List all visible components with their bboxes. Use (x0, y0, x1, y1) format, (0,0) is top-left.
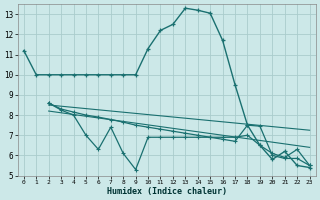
X-axis label: Humidex (Indice chaleur): Humidex (Indice chaleur) (107, 187, 227, 196)
